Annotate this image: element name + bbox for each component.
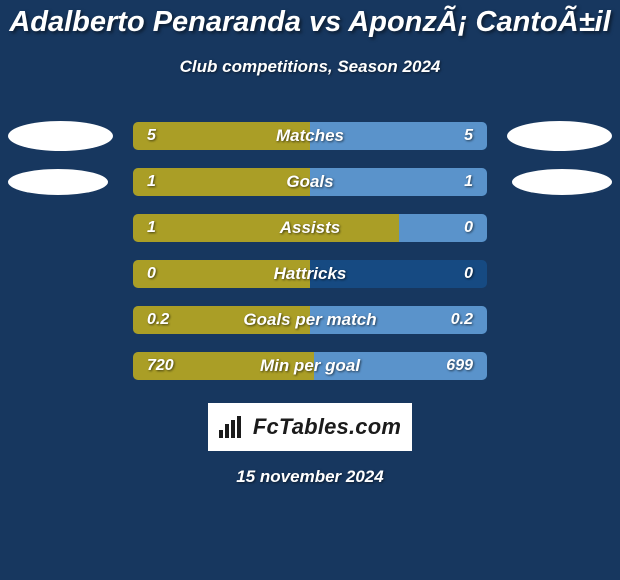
stat-row: 00Hattricks xyxy=(0,251,620,297)
stat-label: Min per goal xyxy=(133,356,487,376)
team-ellipse xyxy=(8,169,108,195)
stat-row: 10Assists xyxy=(0,205,620,251)
stat-label: Goals xyxy=(133,172,487,192)
team-ellipse xyxy=(507,121,612,151)
team-ellipse xyxy=(512,169,612,195)
stat-label: Goals per match xyxy=(133,310,487,330)
stat-bar: 00Hattricks xyxy=(133,260,487,288)
stat-row: 0.20.2Goals per match xyxy=(0,297,620,343)
stat-label: Assists xyxy=(133,218,487,238)
stat-bar: 0.20.2Goals per match xyxy=(133,306,487,334)
stat-label: Matches xyxy=(133,126,487,146)
stat-row: 720699Min per goal xyxy=(0,343,620,389)
stat-row: 11Goals xyxy=(0,159,620,205)
stat-bar: 11Goals xyxy=(133,168,487,196)
team-ellipse xyxy=(8,121,113,151)
stat-bar: 55Matches xyxy=(133,122,487,150)
date-label: 15 november 2024 xyxy=(0,467,620,487)
logo-box: FcTables.com xyxy=(208,403,412,451)
stat-label: Hattricks xyxy=(133,264,487,284)
stat-bar: 720699Min per goal xyxy=(133,352,487,380)
page-title: Adalberto Penaranda vs AponzÃ¡ CantoÃ±il xyxy=(0,0,620,39)
subtitle: Club competitions, Season 2024 xyxy=(0,57,620,77)
stats-container: 55Matches 11Goals 10Assists 00Hattricks 0.20… xyxy=(0,113,620,389)
stat-bar: 10Assists xyxy=(133,214,487,242)
stat-row: 55Matches xyxy=(0,113,620,159)
bar-chart-icon xyxy=(219,416,245,438)
logo-text: FcTables.com xyxy=(253,414,401,440)
